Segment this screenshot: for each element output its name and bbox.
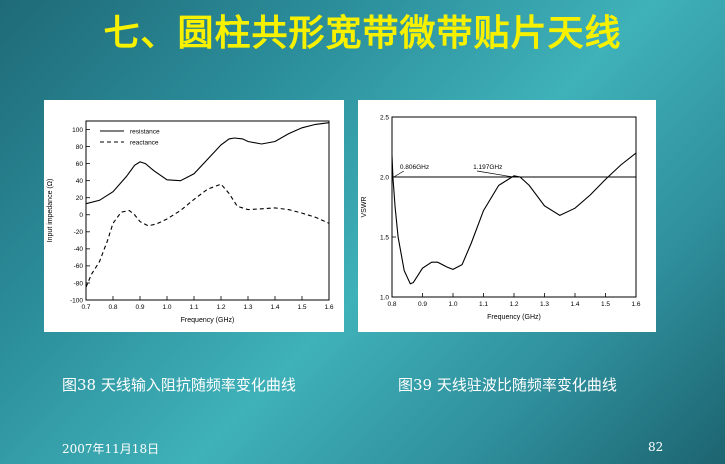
x-tick-label: 0.8 <box>108 304 117 311</box>
page-number: 82 <box>648 440 664 454</box>
y-tick-label: -60 <box>74 263 84 270</box>
x-tick-label: 1.6 <box>324 304 333 311</box>
series-line-resistance <box>85 122 330 205</box>
legend-label-reactance: reactance <box>130 140 159 147</box>
vswr-chart-caption: 图39 天线驻波比随频率变化曲线 <box>398 376 617 394</box>
x-axis-label: Frequency (GHz) <box>487 314 541 321</box>
series-line-reactance <box>85 183 330 288</box>
vswr-chart: 0.8 0.9 1.0 1.1 1.2 1.3 1.4 1.5 1.6 1.0 1.5 2.0 2.5 F… <box>361 114 641 321</box>
y-tick-label: 80 <box>76 144 84 151</box>
y-tick-label: 40 <box>76 178 84 185</box>
x-axis-label: Frequency (GHz) <box>181 317 235 324</box>
y-tick-label: -20 <box>74 229 84 236</box>
y-tick-label: -100 <box>70 297 83 304</box>
y-tick-label: 0 <box>79 212 83 219</box>
x-tick-label: 1.5 <box>297 304 306 311</box>
annotation-label: 1.197GHz <box>473 164 502 171</box>
x-tick-label: 0.9 <box>135 304 144 311</box>
annotation-label: 0.806GHz <box>400 164 429 171</box>
vswr-chart-panel: 0.8 0.9 1.0 1.1 1.2 1.3 1.4 1.5 1.6 1.0 1.5 2.0 2.5 F… <box>358 100 656 332</box>
impedance-chart-panel: 0.7 0.8 0.9 1.0 1.1 1.2 1.3 1.4 1.5 1.6 -100 -80 -60… <box>44 100 344 332</box>
y-axis-label: VSWR <box>361 197 368 218</box>
x-tick-label: 1.1 <box>479 301 488 308</box>
plot-frame <box>391 116 637 298</box>
annotation-arrow <box>477 170 514 178</box>
y-tick-label: 20 <box>76 195 84 202</box>
impedance-chart-caption: 图38 天线输入阻抗随频率变化曲线 <box>62 376 296 394</box>
slide-title: 七、圆柱共形宽带微带贴片天线 <box>103 13 622 54</box>
x-tick-label: 1.2 <box>509 301 518 308</box>
x-tick-label: 1.3 <box>243 304 252 311</box>
x-tick-label: 0.9 <box>418 301 427 308</box>
y-tick-label: 1.5 <box>380 234 389 241</box>
y-axis-label: Input impedance (Ω) <box>47 179 54 243</box>
x-tick-label: 0.8 <box>387 301 396 308</box>
x-tick-label: 1.0 <box>162 304 171 311</box>
x-tick-label: 1.2 <box>216 304 225 311</box>
x-tick-label: 1.6 <box>631 301 640 308</box>
x-tick-label: 1.4 <box>270 304 279 311</box>
y-tick-label: 100 <box>72 127 83 134</box>
x-tick-label: 1.0 <box>448 301 457 308</box>
x-tick-label: 1.1 <box>189 304 198 311</box>
x-tick-label: 1.4 <box>570 301 579 308</box>
y-tick-label: 2.5 <box>380 114 389 121</box>
footer-date: 2007年11月18日 <box>62 442 160 456</box>
x-tick-label: 0.7 <box>81 304 90 311</box>
x-tick-label: 1.3 <box>540 301 549 308</box>
y-tick-label: 60 <box>76 161 84 168</box>
y-tick-label: 1.0 <box>380 294 389 301</box>
legend-label-resistance: resistance <box>130 129 160 136</box>
impedance-chart: 0.7 0.8 0.9 1.0 1.1 1.2 1.3 1.4 1.5 1.6 -100 -80 -60… <box>47 120 334 324</box>
annotation-arrow <box>393 170 405 178</box>
plot-frame <box>85 120 330 301</box>
series-line-series-0 <box>391 152 637 285</box>
y-tick-label: -40 <box>74 246 84 253</box>
y-tick-label: -80 <box>74 280 84 287</box>
x-tick-label: 1.5 <box>601 301 610 308</box>
y-tick-label: 2.0 <box>380 174 389 181</box>
